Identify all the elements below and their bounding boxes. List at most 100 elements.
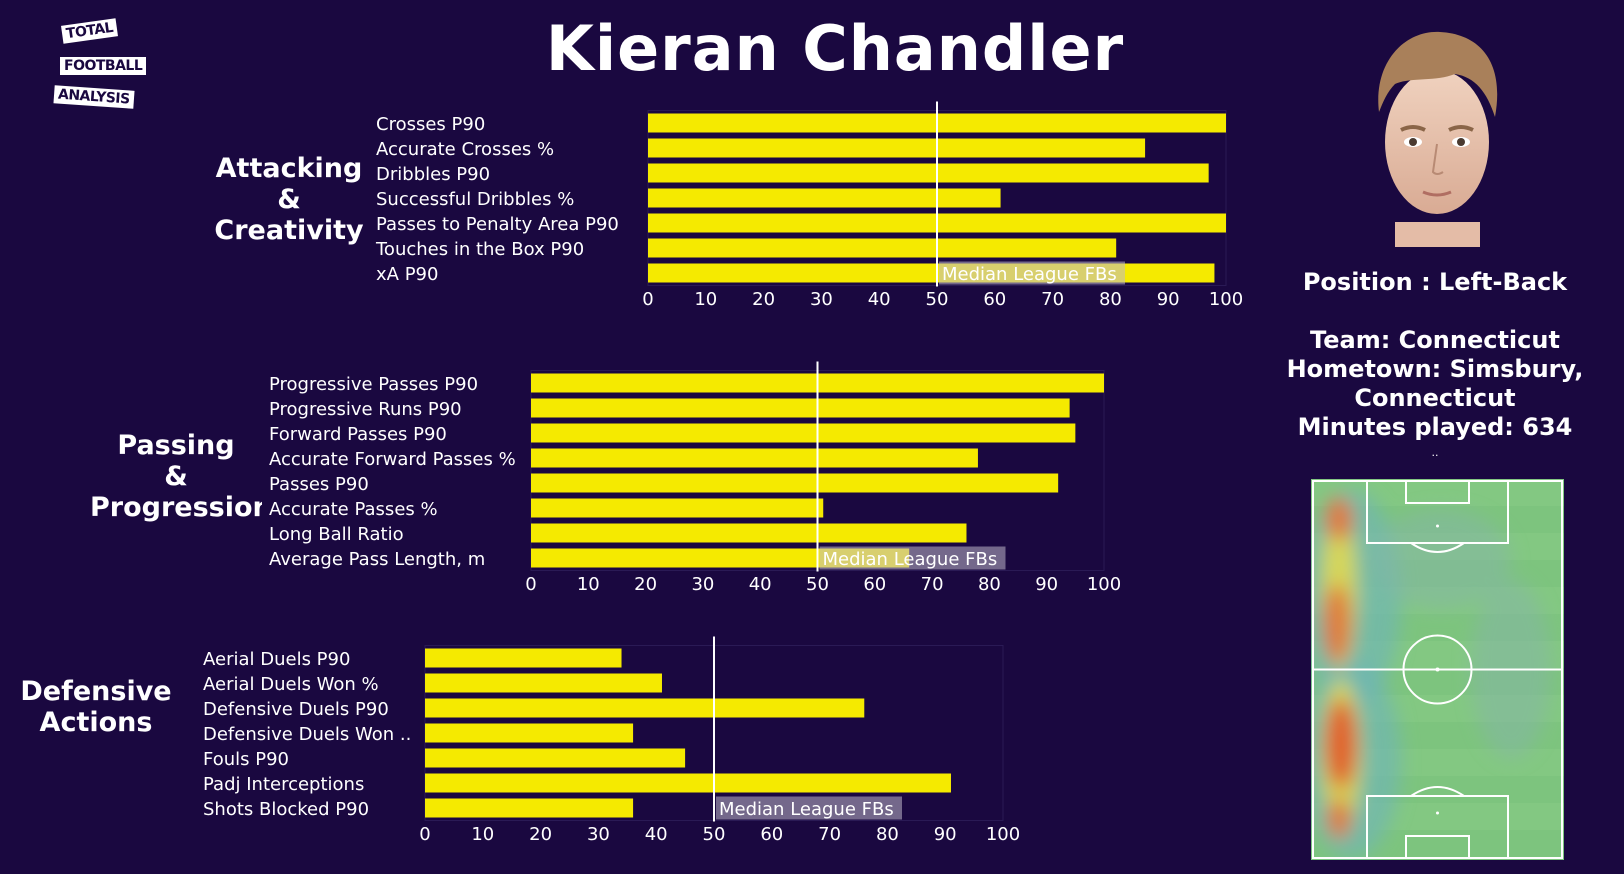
median-label: Median League FBs [823, 549, 998, 570]
bar [531, 523, 967, 543]
x-tick-label: 0 [525, 574, 536, 595]
attacking-creativity-chart: Crosses P90 Accurate Crosses % Dribbles P9… [375, 101, 1243, 310]
bar [531, 498, 824, 518]
bar [531, 548, 910, 568]
category-label: Defensive Duels Won .. [203, 724, 411, 745]
category-label: Padj Interceptions [203, 774, 364, 795]
category-label: Accurate Crosses % [376, 139, 554, 160]
dots-text: .. [1431, 446, 1439, 459]
x-tick-label: 10 [471, 824, 494, 845]
player-photo [1355, 22, 1520, 247]
x-tick-label: 90 [1157, 289, 1180, 310]
x-tick-label: 10 [577, 574, 600, 595]
category-label: Forward Passes P90 [269, 424, 447, 445]
x-tick-label: 60 [863, 574, 886, 595]
bar [425, 798, 634, 818]
x-tick-label: 90 [934, 824, 957, 845]
category-label: Fouls P90 [203, 749, 289, 770]
bar [648, 138, 1146, 158]
bar [425, 748, 686, 768]
position-text: Position : Left-Back [1302, 268, 1568, 296]
hometown-line-1: Hometown: Simsbury, [1286, 355, 1584, 383]
category-label: Passes P90 [269, 474, 369, 495]
category-label: Long Ball Ratio [269, 524, 404, 545]
logo-line-2: FOOTBALL [60, 57, 147, 75]
bar [425, 673, 662, 693]
x-tick-label: 30 [810, 289, 833, 310]
x-tick-label: 80 [1099, 289, 1122, 310]
bar [531, 473, 1059, 493]
x-tick-label: 0 [642, 289, 653, 310]
x-tick-label: 70 [921, 574, 944, 595]
category-label: Passes to Penalty Area P90 [376, 214, 619, 235]
x-tick-label: 40 [868, 289, 891, 310]
category-label: Progressive Runs P90 [269, 399, 462, 420]
minutes-played-text: Minutes played: 634 [1297, 413, 1573, 441]
category-label: Accurate Forward Passes % [269, 449, 516, 470]
bar [425, 698, 865, 718]
x-tick-label: 10 [694, 289, 717, 310]
section-label-attacking: Attacking & Creativity [214, 153, 364, 246]
x-tick-label: 80 [978, 574, 1001, 595]
category-label: Crosses P90 [376, 114, 485, 135]
total-football-analysis-logo: TOTAL FOOTBALL ANALYSIS [52, 18, 162, 115]
team-text: Team: Connecticut [1310, 326, 1560, 354]
hometown-line-2: Connecticut [1354, 384, 1516, 412]
page-title: Kieran Chandler [545, 12, 1125, 85]
bar [648, 263, 1215, 283]
x-tick-label: 20 [529, 824, 552, 845]
category-label: Shots Blocked P90 [203, 799, 369, 820]
x-tick-label: 30 [691, 574, 714, 595]
bar [531, 423, 1076, 443]
category-label: xA P90 [376, 264, 438, 285]
category-label: Aerial Duels Won % [203, 674, 379, 695]
x-tick-label: 20 [634, 574, 657, 595]
bar [425, 648, 622, 668]
x-tick-label: 50 [926, 289, 949, 310]
heatmap-pitch [1311, 479, 1564, 860]
defensive-actions-chart: Aerial Duels P90 Aerial Duels Won % Defens… [203, 636, 1020, 845]
median-label-box [819, 546, 1006, 570]
passing-progression-chart: Progressive Passes P90 Progressive Runs P… [269, 361, 1121, 595]
x-tick-label: 80 [876, 824, 899, 845]
x-tick-label: 40 [749, 574, 772, 595]
bar [648, 238, 1117, 258]
x-tick-label: 60 [760, 824, 783, 845]
section-label-defensive: Defensive Actions [20, 676, 172, 738]
x-tick-label: 70 [818, 824, 841, 845]
bar [531, 448, 978, 468]
x-tick-label: 0 [419, 824, 430, 845]
category-label: Progressive Passes P90 [269, 374, 478, 395]
bar [648, 163, 1209, 183]
x-tick-label: 70 [1041, 289, 1064, 310]
category-label: Successful Dribbles % [376, 189, 574, 210]
bar [425, 723, 634, 743]
median-label-box [716, 796, 902, 820]
x-tick-label: 30 [587, 824, 610, 845]
x-tick-label: 50 [806, 574, 829, 595]
category-label: Accurate Passes % [269, 499, 438, 520]
x-tick-label: 90 [1035, 574, 1058, 595]
x-tick-label: 50 [703, 824, 726, 845]
category-label: Aerial Duels P90 [203, 649, 350, 670]
x-tick-label: 100 [1087, 574, 1121, 595]
x-tick-label: 100 [986, 824, 1020, 845]
x-tick-label: 40 [645, 824, 668, 845]
median-label-box [939, 261, 1125, 285]
category-label: Touches in the Box P90 [375, 239, 584, 260]
bar [531, 398, 1070, 418]
logo-line-1: TOTAL [61, 18, 119, 44]
x-tick-label: 60 [983, 289, 1006, 310]
bar [648, 188, 1001, 208]
median-label: Median League FBs [942, 264, 1117, 285]
bar [425, 773, 951, 793]
logo-line-3: ANALYSIS [53, 85, 135, 109]
x-tick-label: 20 [752, 289, 775, 310]
x-tick-label: 100 [1209, 289, 1243, 310]
section-label-passing: Passing & Progression [90, 430, 262, 523]
category-label: Dribbles P90 [376, 164, 490, 185]
median-label: Median League FBs [719, 799, 894, 820]
category-label: Average Pass Length, m [269, 549, 485, 570]
player-info: Position : Left-Back Team: Connecticut H… [1270, 268, 1600, 460]
category-label: Defensive Duels P90 [203, 699, 389, 720]
